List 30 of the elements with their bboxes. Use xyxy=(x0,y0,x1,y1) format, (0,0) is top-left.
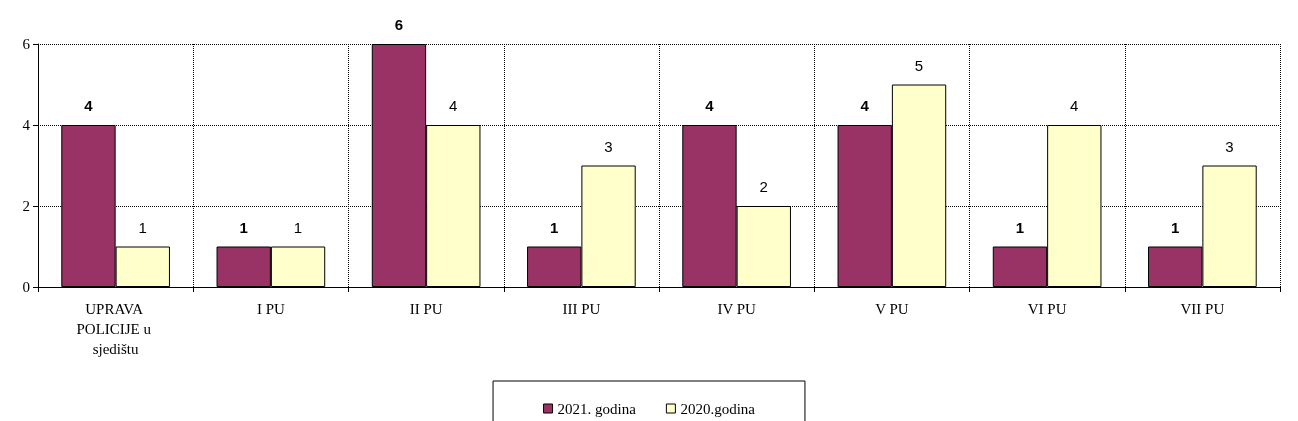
x-tick-label: IV PU xyxy=(717,301,757,317)
data-label: 1 xyxy=(138,218,147,236)
x-tick-label: II PU xyxy=(409,301,443,317)
x-tick-label: III PU xyxy=(562,301,601,317)
data-label: 1 xyxy=(1171,218,1180,236)
data-label: 4 xyxy=(84,97,94,114)
data-label: 2 xyxy=(759,178,768,195)
data-label: 6 xyxy=(394,16,404,33)
x-tick-label: I PU xyxy=(256,301,285,317)
x-tick-label: VI PU xyxy=(1027,301,1067,317)
legend-label: 2020.godina xyxy=(680,400,756,417)
legend-label: 2021. godina xyxy=(557,400,637,417)
data-label: 3 xyxy=(604,137,613,155)
data-label: 1 xyxy=(550,218,559,236)
data-label: 1 xyxy=(239,218,248,236)
x-tick-label: UPRAVA POLICIJE u sjedištu xyxy=(76,301,155,357)
data-label: 4 xyxy=(705,97,715,114)
data-label: 1 xyxy=(1015,218,1025,236)
x-tick-label: V PU xyxy=(875,301,909,317)
data-label: 1 xyxy=(293,218,303,236)
data-label: 4 xyxy=(860,97,870,114)
data-label: 5 xyxy=(914,56,924,74)
y-tick-label: 6 xyxy=(22,36,31,52)
y-tick-label: 4 xyxy=(22,117,31,133)
data-label: 4 xyxy=(449,97,458,114)
y-tick-label: 2 xyxy=(22,198,30,214)
x-tick-label: VII PU xyxy=(1180,301,1225,317)
y-tick-label: 0 xyxy=(22,279,30,295)
data-label: 4 xyxy=(1070,97,1079,114)
data-label: 3 xyxy=(1225,137,1234,155)
